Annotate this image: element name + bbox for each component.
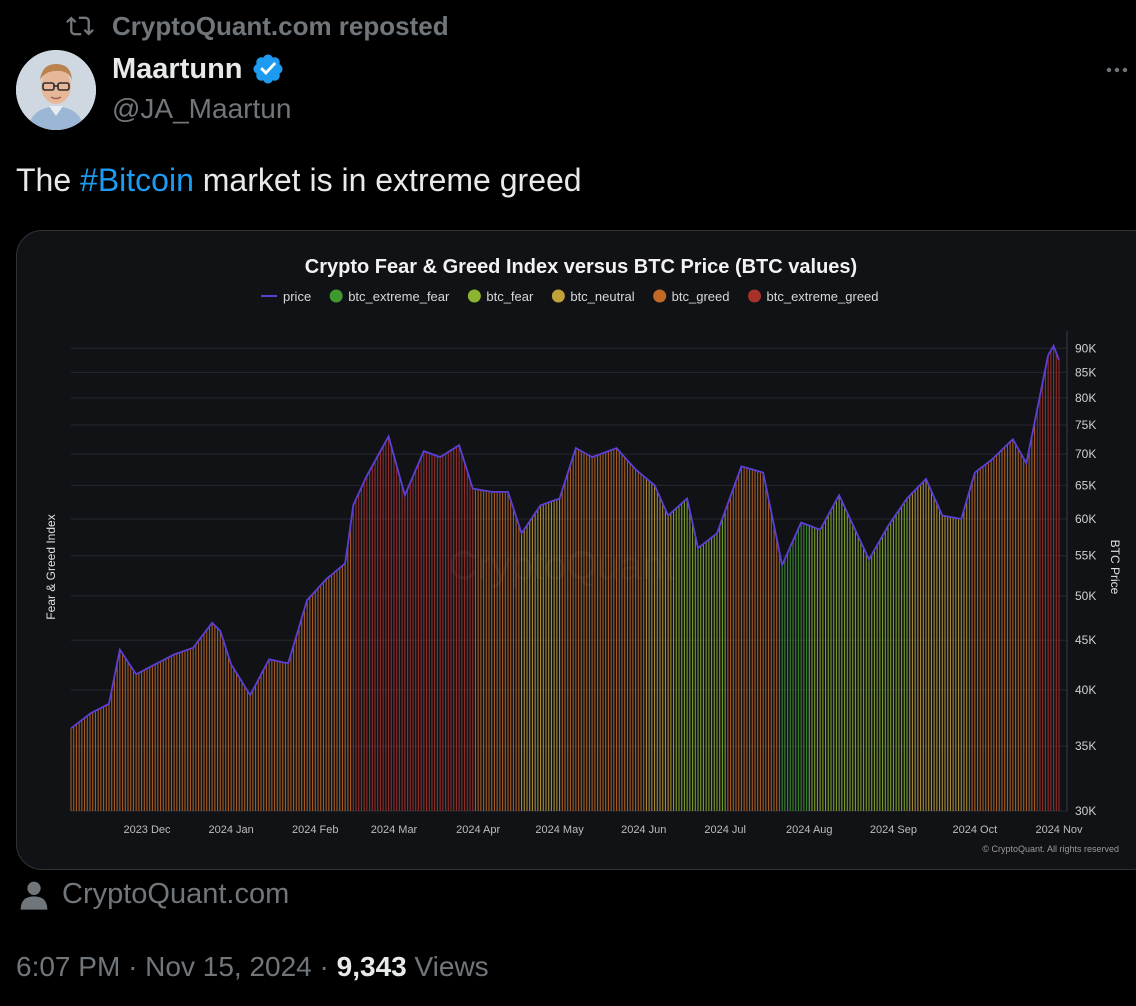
legend-label-btc_greed: btc_greed [672, 289, 730, 304]
views-count[interactable]: 9,343 [336, 951, 407, 982]
y-tick-label: 60K [1075, 512, 1096, 526]
y-axis-title-left: Fear & Greed Index [44, 514, 58, 619]
legend-marker-btc_greed [653, 289, 667, 303]
x-tick-label: 2024 Apr [456, 824, 500, 836]
legend-label-price: price [283, 289, 311, 304]
price-line [70, 343, 1060, 730]
y-tick-label: 50K [1075, 589, 1096, 603]
repost-label: CryptoQuant.com reposted [112, 10, 449, 41]
source-link-label: CryptoQuant.com [62, 878, 290, 910]
tweet-text-before: The [16, 162, 81, 198]
x-tick-label: 2024 Aug [786, 824, 833, 836]
legend-marker-btc_extreme_fear [329, 289, 343, 303]
x-tick-label: 2024 Sep [870, 824, 917, 836]
y-tick-label: 65K [1075, 478, 1096, 492]
author-name-text: Maartunn [112, 52, 243, 85]
tweet-date[interactable]: Nov 15, 2024 [145, 951, 312, 982]
y-tick-label: 70K [1075, 447, 1096, 461]
legend-label-btc_fear: btc_fear [486, 289, 534, 304]
y-axis-title-right: BTC Price [1108, 540, 1122, 595]
y-tick-label: 55K [1075, 549, 1096, 563]
x-tick-label: 2024 Feb [292, 824, 338, 836]
legend-marker-btc_neutral [551, 289, 565, 303]
tweet-text-after: market is in extreme greed [193, 162, 582, 198]
source-link[interactable]: CryptoQuant.com [18, 878, 289, 911]
author-name[interactable]: Maartunn [112, 52, 285, 86]
tweet-meta: 6:07 PM · Nov 15, 2024 · 9,343 Views [16, 951, 489, 983]
tweet-text: The #Bitcoin market is in extreme greed [16, 162, 582, 199]
y-tick-label: 85K [1075, 365, 1096, 379]
x-tick-label: 2024 Oct [953, 824, 998, 836]
repost-header[interactable]: CryptoQuant.com reposted [62, 10, 449, 42]
author-handle[interactable]: @JA_Maartun [112, 93, 292, 124]
x-tick-label: 2023 Dec [123, 824, 171, 836]
x-tick-label: 2024 Jul [704, 824, 746, 836]
tweet-time[interactable]: 6:07 PM [16, 951, 121, 982]
x-tick-label: 2024 Nov [1035, 824, 1083, 836]
more-options-icon[interactable] [1104, 58, 1130, 82]
views-label: Views [414, 951, 489, 982]
fear-greed-chart: Crypto Fear & Greed Index versus BTC Pri… [44, 256, 1122, 854]
chart-title: Crypto Fear & Greed Index versus BTC Pri… [305, 256, 857, 278]
repost-icon [66, 16, 94, 36]
y-tick-label: 35K [1075, 739, 1096, 753]
x-tick-label: 2024 Mar [371, 824, 418, 836]
legend-marker-btc_extreme_greed [748, 289, 761, 303]
legend-label-btc_neutral: btc_neutral [570, 289, 634, 304]
user-icon [20, 881, 48, 910]
verified-badge-icon[interactable] [251, 52, 285, 86]
x-tick-label: 2024 Jun [621, 824, 666, 836]
x-tick-label: 2024 Jan [209, 824, 254, 836]
meta-separator: · [128, 951, 138, 982]
y-tick-label: 80K [1075, 391, 1096, 405]
meta-separator: · [319, 951, 329, 982]
chart-image-card[interactable]: Crypto Fear & Greed Index versus BTC Pri… [16, 230, 1136, 870]
avatar-image [16, 50, 96, 130]
y-tick-label: 40K [1075, 683, 1096, 697]
x-tick-label: 2024 May [535, 824, 584, 836]
chart-copyright: © CryptoQuant. All rights reserved [982, 844, 1119, 854]
y-tick-label: 90K [1075, 341, 1096, 355]
y-tick-label: 45K [1075, 633, 1096, 647]
legend-label-btc_extreme_fear: btc_extreme_fear [348, 289, 450, 304]
hashtag-link[interactable]: #Bitcoin [80, 162, 194, 198]
y-tick-label: 75K [1075, 418, 1096, 432]
legend-marker-btc_fear [467, 289, 481, 303]
y-tick-label: 30K [1075, 804, 1096, 818]
legend-label-btc_extreme_greed: btc_extreme_greed [767, 289, 879, 304]
avatar[interactable] [16, 50, 96, 130]
